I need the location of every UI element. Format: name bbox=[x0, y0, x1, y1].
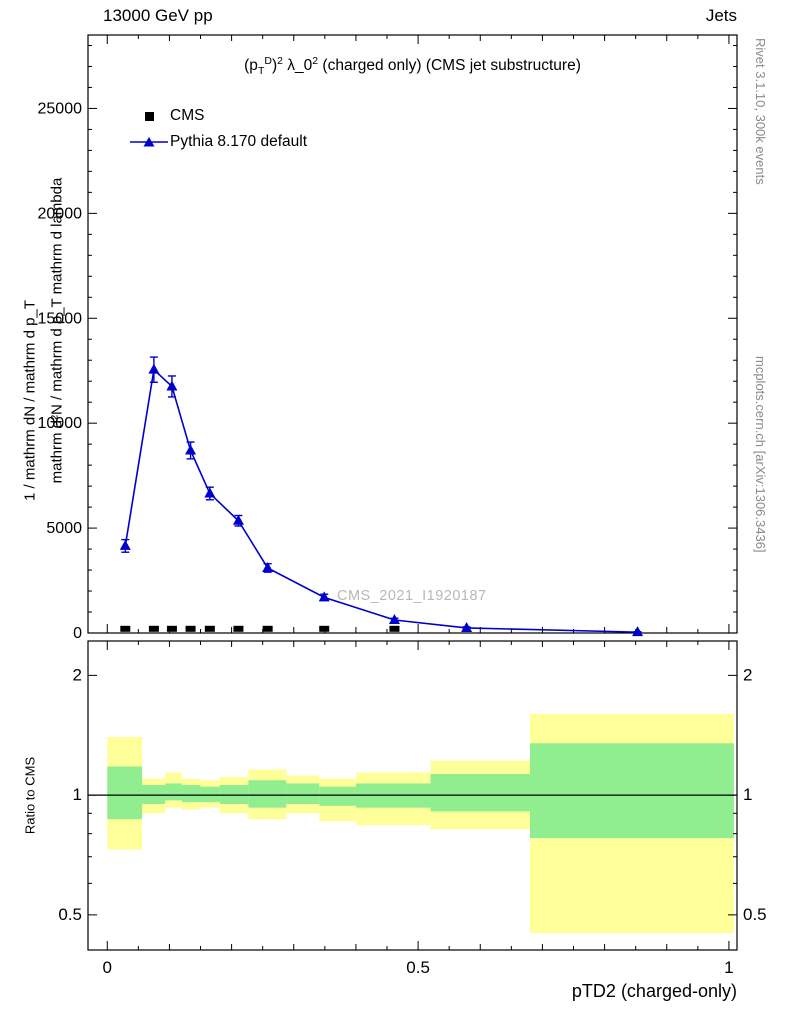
header-beam-energy: 13000 GeV pp bbox=[103, 6, 213, 25]
svg-text:1: 1 bbox=[743, 785, 752, 804]
svg-text:2: 2 bbox=[743, 665, 752, 684]
svg-text:20000: 20000 bbox=[38, 205, 83, 222]
y-axis-label-inner: mathrm d²N / mathrm d p_T mathrm d lambd… bbox=[48, 177, 66, 484]
svg-text:10000: 10000 bbox=[38, 415, 83, 432]
svg-text:0: 0 bbox=[103, 958, 112, 977]
y-axis-label-outer: 1 / mathrm dN / mathrm d p_T bbox=[21, 300, 39, 501]
legend-cms-label: CMS bbox=[170, 107, 205, 124]
svg-text:15000: 15000 bbox=[38, 310, 83, 327]
legend-item-cms: CMS bbox=[128, 103, 307, 129]
svg-text:1: 1 bbox=[73, 785, 82, 804]
svg-text:0.5: 0.5 bbox=[58, 905, 82, 924]
svg-text:25000: 25000 bbox=[38, 100, 83, 117]
svg-text:1: 1 bbox=[724, 958, 733, 977]
legend-item-pythia: Pythia 8.170 default bbox=[128, 129, 307, 155]
cms-marker-icon bbox=[128, 111, 170, 121]
svg-text:2: 2 bbox=[73, 665, 82, 684]
rivet-version-note: Rivet 3.1.10, 300k events bbox=[753, 38, 768, 185]
legend-pythia-label: Pythia 8.170 default bbox=[170, 133, 308, 150]
svg-text:5000: 5000 bbox=[46, 520, 82, 537]
watermark-analysis-id: CMS_2021_I1920187 bbox=[337, 588, 487, 604]
header-analysis-group: Jets bbox=[705, 6, 737, 25]
ratio-y-axis-label: Ratio to CMS bbox=[22, 756, 38, 835]
plot-title: (pTD)2 λ_02 (charged only) (CMS jet subs… bbox=[244, 54, 581, 78]
x-axis-title: pTD2 (charged-only) bbox=[571, 981, 737, 1001]
svg-text:0.5: 0.5 bbox=[743, 905, 767, 924]
mcplots-arxiv-note: mcplots.cern.ch [arXiv:1306.3436] bbox=[753, 356, 768, 553]
svg-text:0: 0 bbox=[73, 625, 82, 642]
legend: CMS Pythia 8.170 default bbox=[128, 103, 307, 155]
pythia-marker-icon bbox=[128, 136, 170, 148]
svg-text:0.5: 0.5 bbox=[406, 958, 430, 977]
